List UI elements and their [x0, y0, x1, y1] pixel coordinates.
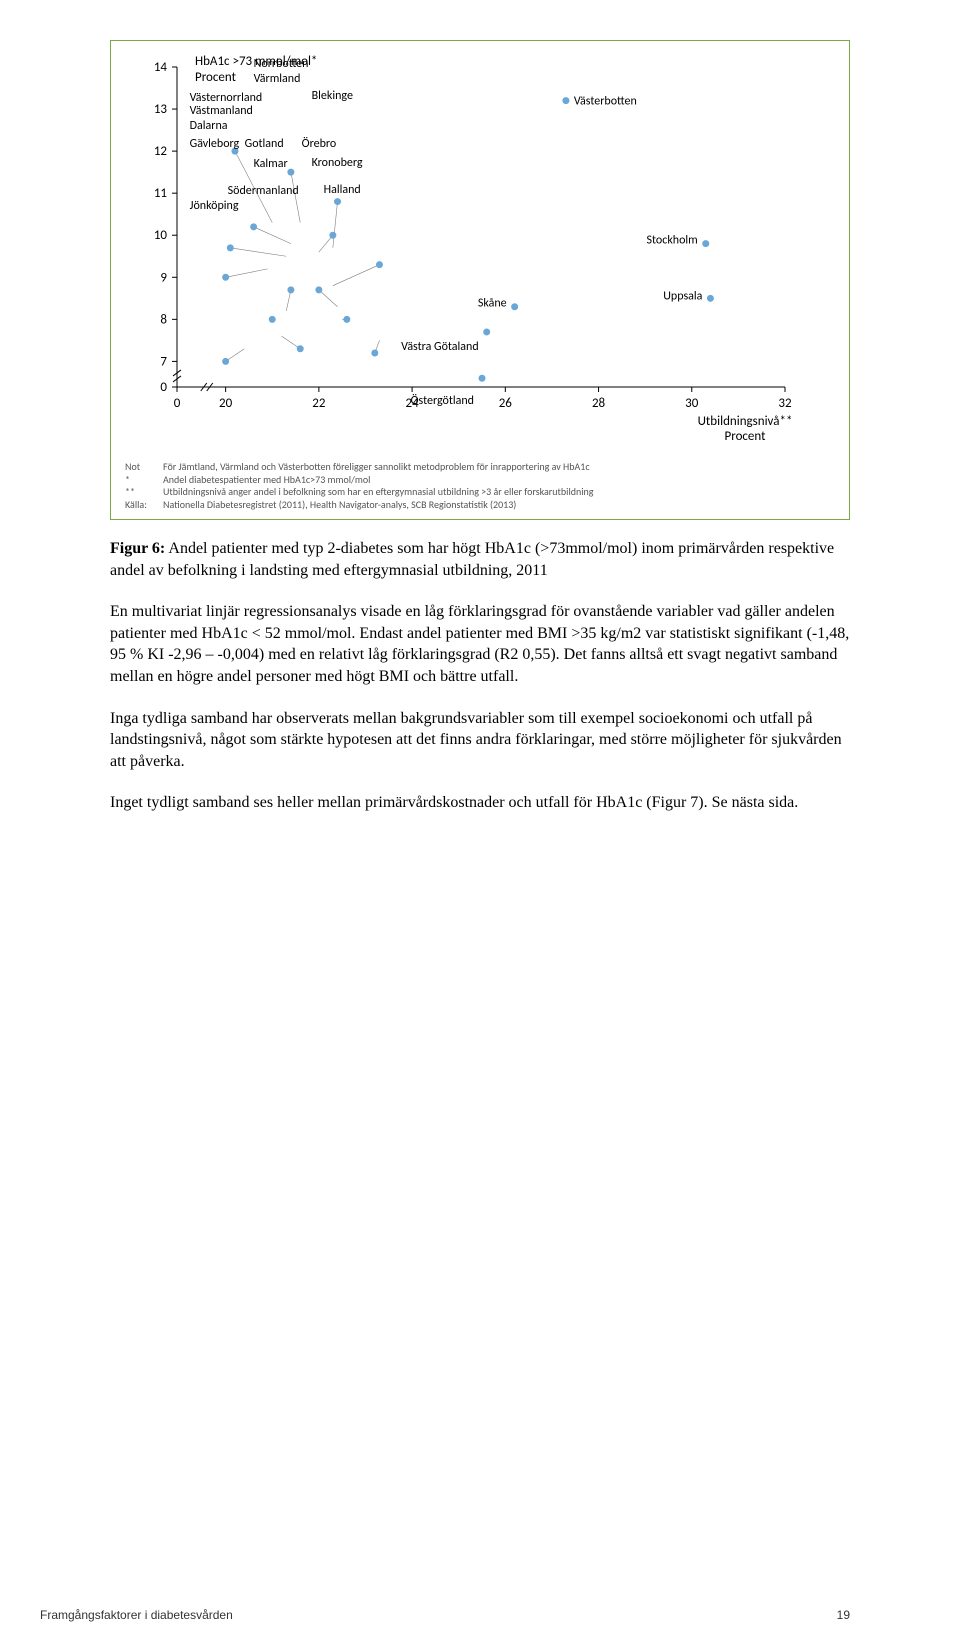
- footer-right: 19: [837, 1608, 850, 1622]
- body-paragraph: Inga tydliga samband har observerats mel…: [110, 708, 850, 773]
- svg-text:Södermanland: Södermanland: [228, 184, 299, 198]
- svg-text:Utbildningsnivå**: Utbildningsnivå**: [698, 414, 793, 429]
- body-paragraph: En multivariat linjär regressionsanalys …: [110, 601, 850, 687]
- figure-label: Figur 6:: [110, 540, 165, 557]
- figure-text: Andel patienter med typ 2-diabetes som h…: [110, 540, 834, 579]
- svg-text:Gotland: Gotland: [245, 137, 284, 151]
- svg-text:28: 28: [592, 396, 606, 411]
- svg-text:22: 22: [312, 396, 326, 411]
- svg-text:10: 10: [154, 228, 168, 243]
- scatter-chart: 07891011121314020222426283032HbA1c >73 m…: [125, 55, 825, 455]
- chart-footnotes: NotFör Jämtland, Värmland och Västerbott…: [125, 461, 835, 511]
- svg-text:Halland: Halland: [324, 183, 361, 197]
- svg-text:14: 14: [154, 60, 168, 75]
- svg-text:Västerbotten: Västerbotten: [574, 95, 637, 109]
- body-paragraph: Inget tydligt samband ses heller mellan …: [110, 792, 850, 814]
- svg-text:Stockholm: Stockholm: [647, 234, 698, 248]
- svg-text:Procent: Procent: [195, 70, 237, 85]
- svg-text:Jönköping: Jönköping: [190, 199, 239, 213]
- chart-container: 07891011121314020222426283032HbA1c >73 m…: [110, 40, 850, 520]
- figure-caption: Figur 6: Andel patienter med typ 2-diabe…: [110, 538, 850, 581]
- svg-text:Procent: Procent: [725, 429, 767, 444]
- svg-text:Skåne: Skåne: [478, 297, 507, 311]
- svg-text:8: 8: [160, 312, 167, 327]
- svg-text:12: 12: [154, 144, 168, 159]
- svg-text:Dalarna: Dalarna: [190, 119, 228, 133]
- svg-text:30: 30: [685, 396, 699, 411]
- footer-left: Framgångsfaktorer i diabetesvården: [40, 1608, 233, 1622]
- svg-text:7: 7: [160, 354, 167, 369]
- svg-text:13: 13: [154, 102, 168, 117]
- svg-text:26: 26: [499, 396, 513, 411]
- svg-text:Gävleborg: Gävleborg: [190, 137, 240, 151]
- svg-text:Blekinge: Blekinge: [312, 89, 353, 103]
- svg-text:0: 0: [174, 396, 181, 411]
- svg-text:Kronoberg: Kronoberg: [312, 156, 363, 170]
- svg-text:Jämtland: Jämtland: [248, 55, 292, 56]
- svg-text:20: 20: [219, 396, 233, 411]
- svg-text:Uppsala: Uppsala: [663, 289, 702, 303]
- page-footer: Framgångsfaktorer i diabetesvården 19: [0, 1608, 960, 1622]
- svg-text:Kalmar: Kalmar: [254, 157, 288, 171]
- svg-text:11: 11: [154, 186, 167, 201]
- svg-text:Norrbotten: Norrbotten: [254, 57, 309, 71]
- svg-text:Västmanland: Västmanland: [190, 104, 253, 118]
- svg-text:Örebro: Örebro: [302, 136, 337, 151]
- svg-text:Västra Götaland: Västra Götaland: [401, 340, 479, 354]
- svg-text:32: 32: [778, 396, 792, 411]
- svg-text:Västernorrland: Västernorrland: [190, 91, 263, 105]
- svg-text:0: 0: [160, 380, 167, 395]
- svg-text:Östergötland: Östergötland: [411, 393, 474, 408]
- svg-text:9: 9: [160, 270, 167, 285]
- svg-text:Värmland: Värmland: [254, 72, 301, 86]
